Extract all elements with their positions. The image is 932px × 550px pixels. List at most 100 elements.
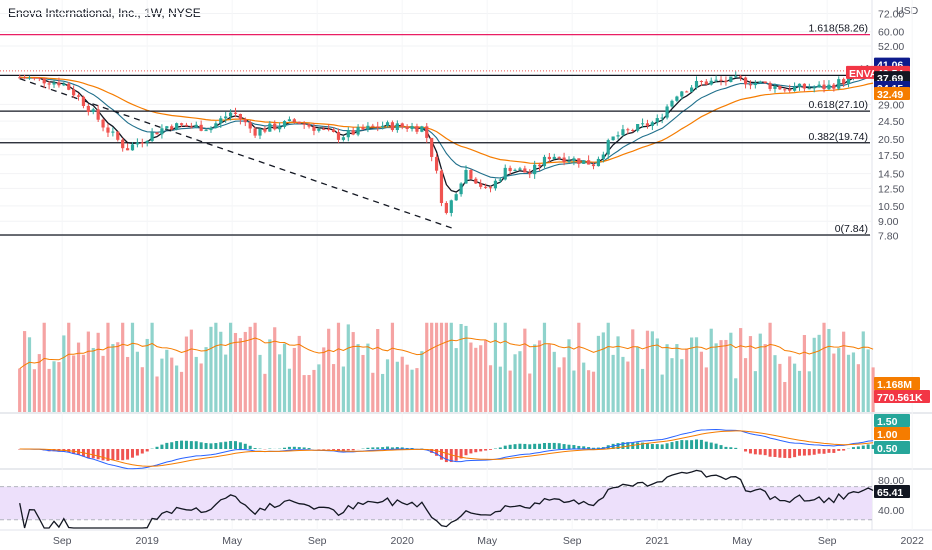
macd-histogram-bar [567, 444, 571, 449]
volume-bar [96, 332, 100, 412]
macd-histogram-bar [660, 444, 664, 449]
candle-body [606, 140, 610, 155]
candle-body [27, 77, 32, 79]
volume-bar [469, 342, 473, 412]
volume-bar [832, 353, 836, 412]
volume-bar [508, 370, 512, 412]
volume-bar [273, 327, 277, 412]
symbol-tag-text: ENVA [849, 68, 878, 80]
macd-histogram-bar [572, 445, 576, 449]
price-tick-label: 60.00 [878, 27, 904, 39]
volume-bar [351, 332, 355, 412]
volume-bar [287, 368, 292, 412]
macd-histogram-bar [469, 449, 473, 454]
volume-bar [694, 337, 699, 412]
macd-histogram-bar [410, 448, 414, 449]
candle-body [655, 118, 659, 123]
volume-bar [307, 375, 311, 412]
volume-bar [685, 348, 689, 412]
candle-body [503, 167, 507, 180]
candle-body [336, 132, 341, 140]
candle-body [797, 83, 802, 87]
volume-bar [837, 348, 841, 412]
volume-bar [670, 358, 674, 412]
volume-bar [537, 340, 542, 412]
volume-bar [278, 354, 282, 412]
candle-body [32, 77, 37, 79]
candle-body [675, 96, 679, 101]
candle-body [263, 128, 267, 132]
candle-body [513, 169, 517, 172]
macd-histogram-bar [533, 443, 537, 449]
macd-histogram-bar [229, 441, 233, 449]
candle-body [390, 122, 395, 131]
volume-bar [199, 363, 203, 412]
candle-body [42, 78, 46, 84]
candle-body [327, 128, 331, 130]
candle-body [189, 126, 193, 128]
candle-body [778, 85, 782, 90]
candle-body [582, 160, 586, 164]
volume-bar [567, 339, 571, 412]
macd-histogram-bar [542, 443, 546, 449]
volume-bar [243, 331, 247, 412]
volume-bar [660, 374, 664, 412]
time-tick-label: 2019 [136, 535, 160, 547]
candle-body [331, 129, 336, 133]
volume-bar [385, 359, 390, 412]
volume-bar [400, 356, 404, 412]
candle-body [297, 121, 301, 124]
volume-bar [297, 335, 301, 412]
macd-histogram-bar [130, 449, 134, 458]
candle-body [837, 79, 841, 89]
volume-bar [557, 367, 561, 412]
volume-bar [150, 322, 154, 412]
ema-slow-tag-text: 32.49 [877, 89, 903, 101]
candle-body [542, 156, 547, 167]
histogram-tag: 0.50 [874, 441, 910, 455]
macd-histogram-bar [552, 442, 556, 449]
candle-body [258, 128, 262, 136]
candle-body [91, 109, 95, 113]
macd-histogram-bar [582, 446, 586, 449]
macd-histogram-bar [459, 449, 463, 459]
volume-bar [37, 354, 41, 412]
candle-body [351, 130, 355, 135]
macd-histogram-bar [616, 443, 620, 449]
candle-body [832, 84, 836, 89]
volume-bar [258, 354, 262, 412]
volume-bar [459, 324, 463, 412]
candle-body [739, 76, 743, 78]
volume-tag-text: 770.561K [877, 392, 923, 404]
candle-body [273, 123, 277, 130]
candle-body [160, 128, 164, 135]
macd-histogram-bar [327, 449, 331, 450]
candle-body [341, 137, 345, 140]
candle-body [587, 160, 591, 165]
macd-histogram-bar [126, 449, 130, 460]
volume-bar [346, 324, 350, 412]
candle-body [444, 203, 448, 213]
macd-histogram-bar [238, 442, 242, 449]
macd-histogram-bar [650, 444, 654, 449]
candle-body [22, 77, 27, 79]
candle-body [699, 80, 704, 82]
volume-bar [665, 344, 669, 412]
macd-histogram-bar [827, 449, 831, 453]
candle-body [194, 124, 198, 127]
volume-bar [219, 331, 223, 412]
macd-histogram-bar [842, 449, 846, 451]
macd-histogram-bar [435, 449, 439, 456]
volume-bar [636, 347, 640, 412]
candle-body [650, 122, 654, 126]
rsi-tag: 65.41 [874, 485, 910, 499]
candle-body [248, 122, 252, 129]
rsi-line [19, 469, 874, 529]
price-tick-label: 7.80 [878, 231, 899, 243]
candle-body [425, 126, 429, 138]
candle-body [842, 79, 846, 84]
macd-histogram-bar [577, 445, 581, 449]
candle-body [395, 123, 399, 131]
macd-histogram-bar [734, 447, 738, 449]
